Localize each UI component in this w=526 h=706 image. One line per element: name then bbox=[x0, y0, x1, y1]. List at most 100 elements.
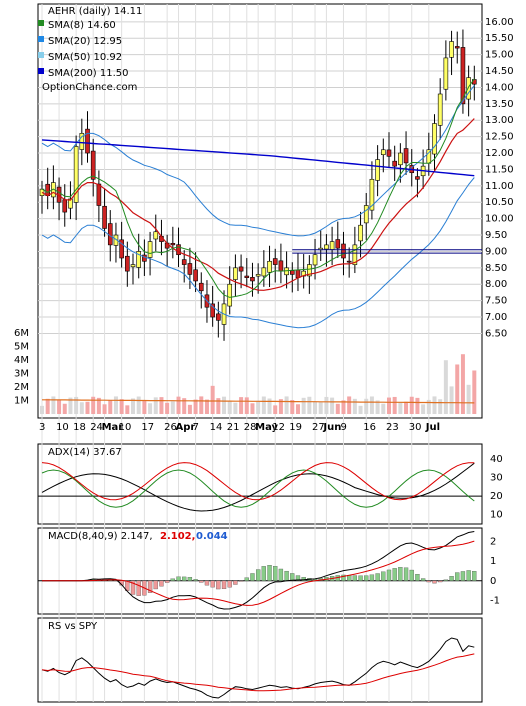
x-tick-label: Jul bbox=[425, 422, 440, 433]
candle-body bbox=[187, 263, 193, 275]
x-tick-label: 28 bbox=[244, 422, 257, 433]
candle-body bbox=[398, 152, 403, 166]
adx-y-tick: 30 bbox=[490, 472, 503, 483]
price-y-tick: 13.00 bbox=[485, 115, 514, 126]
legend-sma20: SMA(20) 12.95 bbox=[48, 36, 122, 47]
x-tick-label: 23 bbox=[386, 422, 399, 433]
candle-body bbox=[415, 176, 420, 180]
sma200-line bbox=[41, 139, 475, 177]
macd-hist-label: 0.044 bbox=[196, 531, 228, 542]
volume-bar bbox=[204, 399, 209, 414]
price-y-tick: 12.50 bbox=[485, 132, 514, 143]
candle-body bbox=[107, 223, 113, 246]
macd-histogram-bar bbox=[420, 578, 426, 581]
volume-bar bbox=[222, 396, 227, 414]
candle-body bbox=[375, 159, 380, 181]
macd-histogram-bar bbox=[278, 568, 284, 581]
macd-histogram-bar bbox=[466, 570, 471, 581]
candle-body bbox=[335, 239, 341, 249]
volume-bar bbox=[466, 384, 471, 414]
volume-bar bbox=[267, 398, 272, 414]
adx-line bbox=[41, 462, 475, 512]
macd-histogram-bar bbox=[301, 577, 306, 581]
x-tick-label: 10 bbox=[119, 422, 132, 433]
volume-y-tick: 1M bbox=[14, 395, 29, 406]
volume-bar bbox=[358, 405, 363, 414]
candle-body bbox=[289, 270, 295, 275]
volume-bar bbox=[227, 401, 232, 414]
price-y-tick: 8.50 bbox=[485, 263, 507, 274]
price-y-tick: 7.00 bbox=[485, 312, 507, 323]
macd-histogram-bar bbox=[130, 580, 136, 595]
volume-bar bbox=[79, 402, 84, 414]
candle-body bbox=[244, 275, 250, 278]
volume-average-line bbox=[42, 399, 475, 404]
volume-bar bbox=[40, 405, 44, 414]
volume-bar bbox=[318, 402, 323, 414]
candle-body bbox=[85, 128, 90, 154]
x-tick-label: 7 bbox=[193, 422, 199, 433]
candle-body bbox=[329, 241, 335, 250]
candle-body bbox=[130, 264, 136, 268]
macd-label: MACD(8,40,9) 2.147, bbox=[48, 531, 153, 542]
macd-y-tick: 2 bbox=[490, 537, 496, 548]
volume-bar bbox=[386, 397, 391, 414]
volume-bar bbox=[290, 399, 295, 414]
volume-bar bbox=[438, 399, 443, 414]
macd-histogram-bar bbox=[409, 569, 414, 581]
volume-bar bbox=[176, 396, 181, 414]
macd-signal-label: 2.102, bbox=[160, 531, 195, 542]
legend-swatch-sma50 bbox=[38, 52, 44, 58]
macd-y-tick: -1 bbox=[490, 595, 500, 606]
macd-histogram-bar bbox=[455, 572, 460, 581]
price-y-tick: 14.00 bbox=[485, 82, 514, 93]
price-y-tick: 7.50 bbox=[485, 296, 507, 307]
volume-bar bbox=[74, 396, 79, 414]
volume-bar bbox=[324, 396, 329, 414]
minus-di-line bbox=[41, 462, 475, 501]
volume-y-tick: 6M bbox=[14, 328, 29, 339]
macd-histogram-bar bbox=[273, 566, 278, 581]
macd-histogram-bar bbox=[386, 569, 392, 581]
volume-bar bbox=[85, 401, 90, 414]
price-y-tick: 8.00 bbox=[485, 279, 507, 290]
panel-frame-adx bbox=[37, 443, 483, 525]
volume-bar bbox=[199, 396, 204, 414]
volume-bar bbox=[68, 397, 73, 414]
volume-bar bbox=[347, 396, 352, 414]
candle-body bbox=[125, 255, 130, 272]
x-tick-label: 14 bbox=[210, 422, 223, 433]
macd-histogram-bar bbox=[295, 575, 301, 581]
volume-bar bbox=[62, 403, 67, 414]
price-y-tick: 15.00 bbox=[485, 50, 514, 61]
x-tick-label: 26 bbox=[164, 422, 177, 433]
volume-bar bbox=[409, 396, 414, 414]
legend-sma8: SMA(8) 14.60 bbox=[48, 20, 116, 31]
macd-histogram-bar bbox=[147, 580, 153, 593]
x-tick-label: Mar bbox=[102, 422, 124, 433]
candle-body bbox=[454, 46, 460, 49]
volume-bar bbox=[216, 398, 221, 414]
macd-histogram-bar bbox=[438, 580, 443, 583]
x-tick-label: 9 bbox=[340, 422, 346, 433]
bollinger-lower bbox=[41, 177, 475, 329]
volume-bar bbox=[455, 364, 460, 414]
volume-bar bbox=[392, 396, 397, 414]
volume-bar bbox=[261, 396, 266, 414]
macd-signal-line bbox=[42, 540, 475, 606]
volume-bar bbox=[364, 398, 369, 414]
volume-bar bbox=[131, 398, 136, 414]
macd-histogram-bar bbox=[204, 580, 210, 586]
x-tick-label: 3 bbox=[39, 422, 45, 433]
sma50-line bbox=[41, 118, 475, 291]
macd-histogram-bar bbox=[176, 576, 181, 581]
macd-histogram-bar bbox=[449, 576, 454, 581]
candle-body bbox=[341, 243, 346, 259]
candle-body bbox=[352, 244, 358, 265]
macd-histogram-bar bbox=[221, 580, 227, 590]
candle-body bbox=[96, 183, 102, 206]
candle-body bbox=[198, 282, 204, 292]
x-tick-label: Jun bbox=[322, 422, 341, 433]
volume-bar bbox=[415, 397, 420, 414]
